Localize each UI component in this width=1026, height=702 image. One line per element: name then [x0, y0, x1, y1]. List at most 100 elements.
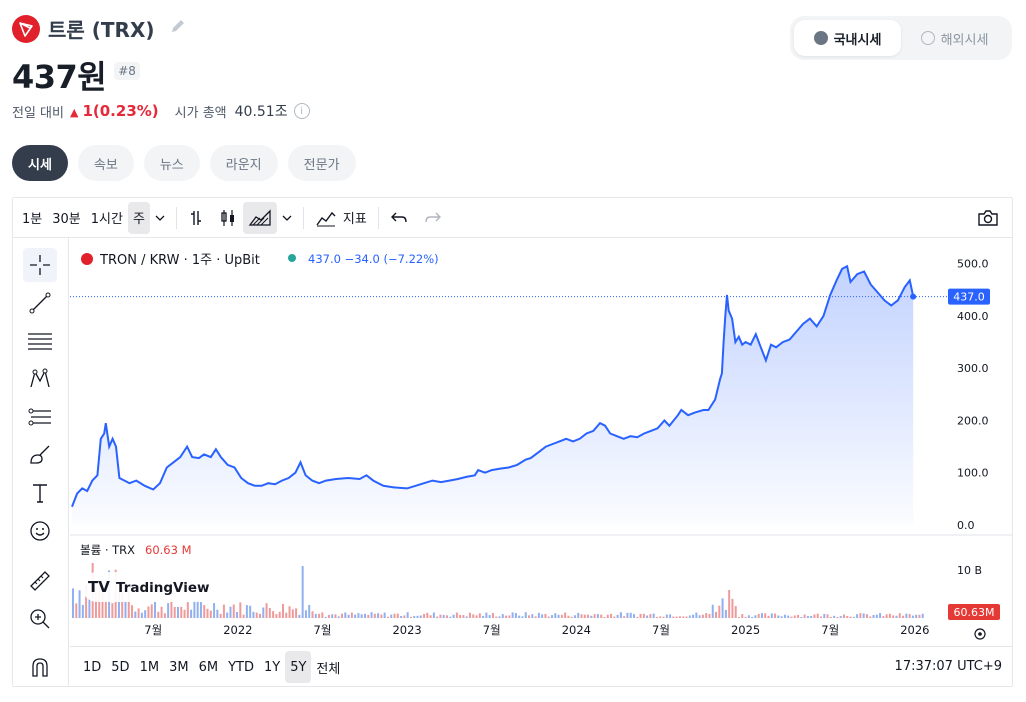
x-tick-label: 7월	[314, 623, 332, 637]
volume-bar	[718, 605, 721, 618]
tab-bar: 시세 속보 뉴스 라운지 전문가	[12, 145, 356, 181]
ruler-icon[interactable]	[23, 564, 57, 598]
fib-levels-icon[interactable]	[23, 400, 57, 434]
volume-bar	[104, 600, 107, 618]
price-chart[interactable]: 0.0 100.0 200.0 300.0 400.0 500.0 7월 2022 7월 202…	[70, 238, 1012, 646]
volume-bar	[245, 605, 248, 618]
volume-label: 볼륨 · TRX	[80, 543, 135, 557]
y-tick-label: 200.0	[957, 414, 989, 427]
range-6m[interactable]: 6M	[198, 659, 219, 675]
volume-bar	[268, 608, 271, 618]
volume-bar	[196, 599, 199, 618]
range-all[interactable]: 전체	[316, 661, 341, 677]
volume-bar	[206, 608, 209, 618]
volume-bar	[281, 603, 284, 618]
volume-bar	[655, 616, 658, 618]
volume-bar	[744, 616, 747, 618]
undo-icon[interactable]	[385, 202, 413, 234]
volume-bar	[199, 602, 202, 618]
range-1m[interactable]: 1M	[139, 659, 160, 675]
volume-bar	[180, 606, 183, 618]
edit-pencil-icon[interactable]	[169, 17, 187, 40]
chart-plot-area[interactable]: 0.0 100.0 200.0 300.0 400.0 500.0 7월 2022 7월 202…	[70, 238, 1012, 646]
volume-tag-text: 60.63M	[954, 606, 995, 619]
volume-bar	[741, 614, 744, 618]
indicators-button[interactable]: 지표	[310, 202, 372, 234]
overseas-price-button[interactable]: 해외시세	[901, 20, 1008, 56]
area-chart-icon[interactable]	[242, 201, 277, 234]
tab-breaking[interactable]: 속보	[77, 145, 134, 181]
interval-1m[interactable]: 1분	[22, 212, 43, 227]
x-tick-label: 7월	[821, 623, 839, 637]
volume-bar	[324, 616, 327, 618]
interval-dropdown-chevron-icon[interactable]	[150, 202, 170, 234]
volume-bar	[908, 613, 911, 618]
range-5y[interactable]: 5Y	[285, 651, 312, 683]
volume-bar	[902, 615, 905, 618]
screenshot-camera-icon[interactable]	[972, 202, 1004, 234]
pattern-icon[interactable]	[23, 362, 57, 396]
volume-bar	[829, 616, 832, 618]
volume-bar	[862, 613, 865, 618]
volume-bar	[423, 614, 426, 618]
candle-chart-icon[interactable]	[213, 202, 243, 234]
text-tool-icon[interactable]	[23, 476, 57, 510]
range-5d[interactable]: 5D	[111, 659, 130, 675]
volume-bar	[72, 588, 74, 618]
crosshair-icon[interactable]	[23, 248, 57, 282]
volume-bar	[291, 609, 294, 618]
magnet-icon[interactable]	[23, 650, 57, 684]
timezone-clock[interactable]: 17:37:07 UTC+9	[894, 659, 1002, 674]
volume-bar	[508, 615, 511, 618]
zoom-in-icon[interactable]	[23, 602, 57, 636]
volume-bar	[85, 584, 88, 618]
volume-bar	[747, 615, 750, 618]
axis-settings-icon[interactable]	[974, 628, 986, 640]
brush-icon[interactable]	[23, 438, 57, 472]
volume-bar	[603, 616, 606, 618]
volume-bar	[698, 615, 701, 618]
horizontal-lines-icon[interactable]	[23, 324, 57, 358]
volume-bar	[455, 612, 458, 618]
tab-news[interactable]: 뉴스	[143, 145, 200, 181]
overseas-label: 해외시세	[940, 32, 989, 48]
range-bar: 1D 5D 1M 3M 6M YTD 1Y 5Y 전체 17:37:07 UTC…	[70, 646, 1012, 687]
interval-1h[interactable]: 1시간	[90, 212, 123, 227]
range-ytd[interactable]: YTD	[228, 659, 254, 675]
interval-week[interactable]: 주	[127, 201, 150, 234]
volume-bar	[475, 615, 478, 618]
price-tag-text: 437.0	[953, 291, 985, 304]
tab-expert[interactable]: 전문가	[287, 145, 356, 181]
tab-lounge[interactable]: 라운지	[209, 145, 278, 181]
divider	[302, 206, 304, 229]
volume-bar	[373, 613, 376, 618]
volume-bar	[472, 614, 475, 618]
volume-bar	[541, 614, 544, 618]
chart-widget: 1분 30분 1시간 주 지표	[12, 197, 1013, 687]
domestic-price-button[interactable]: 국내시세	[794, 20, 901, 56]
volume-bar	[354, 614, 357, 618]
volume-bar	[134, 611, 137, 618]
volume-bar	[111, 603, 114, 618]
volume-bar	[846, 615, 849, 618]
tab-price[interactable]: 시세	[12, 145, 68, 181]
info-icon[interactable]: i	[293, 103, 310, 119]
trend-line-icon[interactable]	[23, 286, 57, 320]
volume-tag: 60.63M	[948, 604, 1000, 620]
volume-bar	[711, 604, 714, 618]
range-1y[interactable]: 1Y	[263, 659, 281, 675]
chart-type-chevron-icon[interactable]	[277, 202, 297, 234]
volume-bar	[688, 615, 691, 618]
interval-30m[interactable]: 30분	[52, 212, 81, 227]
bar-chart-icon[interactable]	[183, 202, 213, 234]
volume-bar	[367, 614, 370, 618]
redo-icon[interactable]	[419, 202, 447, 234]
market-toggle: 국내시세 해외시세	[790, 16, 1012, 60]
domestic-label: 국내시세	[833, 32, 882, 48]
volume-bar	[524, 612, 527, 618]
range-1d[interactable]: 1D	[83, 659, 102, 675]
volume-bar	[757, 613, 760, 618]
emoji-icon[interactable]	[23, 514, 57, 548]
range-3m[interactable]: 3M	[169, 659, 189, 675]
change-value: ▲ 1(0.23%)	[70, 102, 159, 120]
